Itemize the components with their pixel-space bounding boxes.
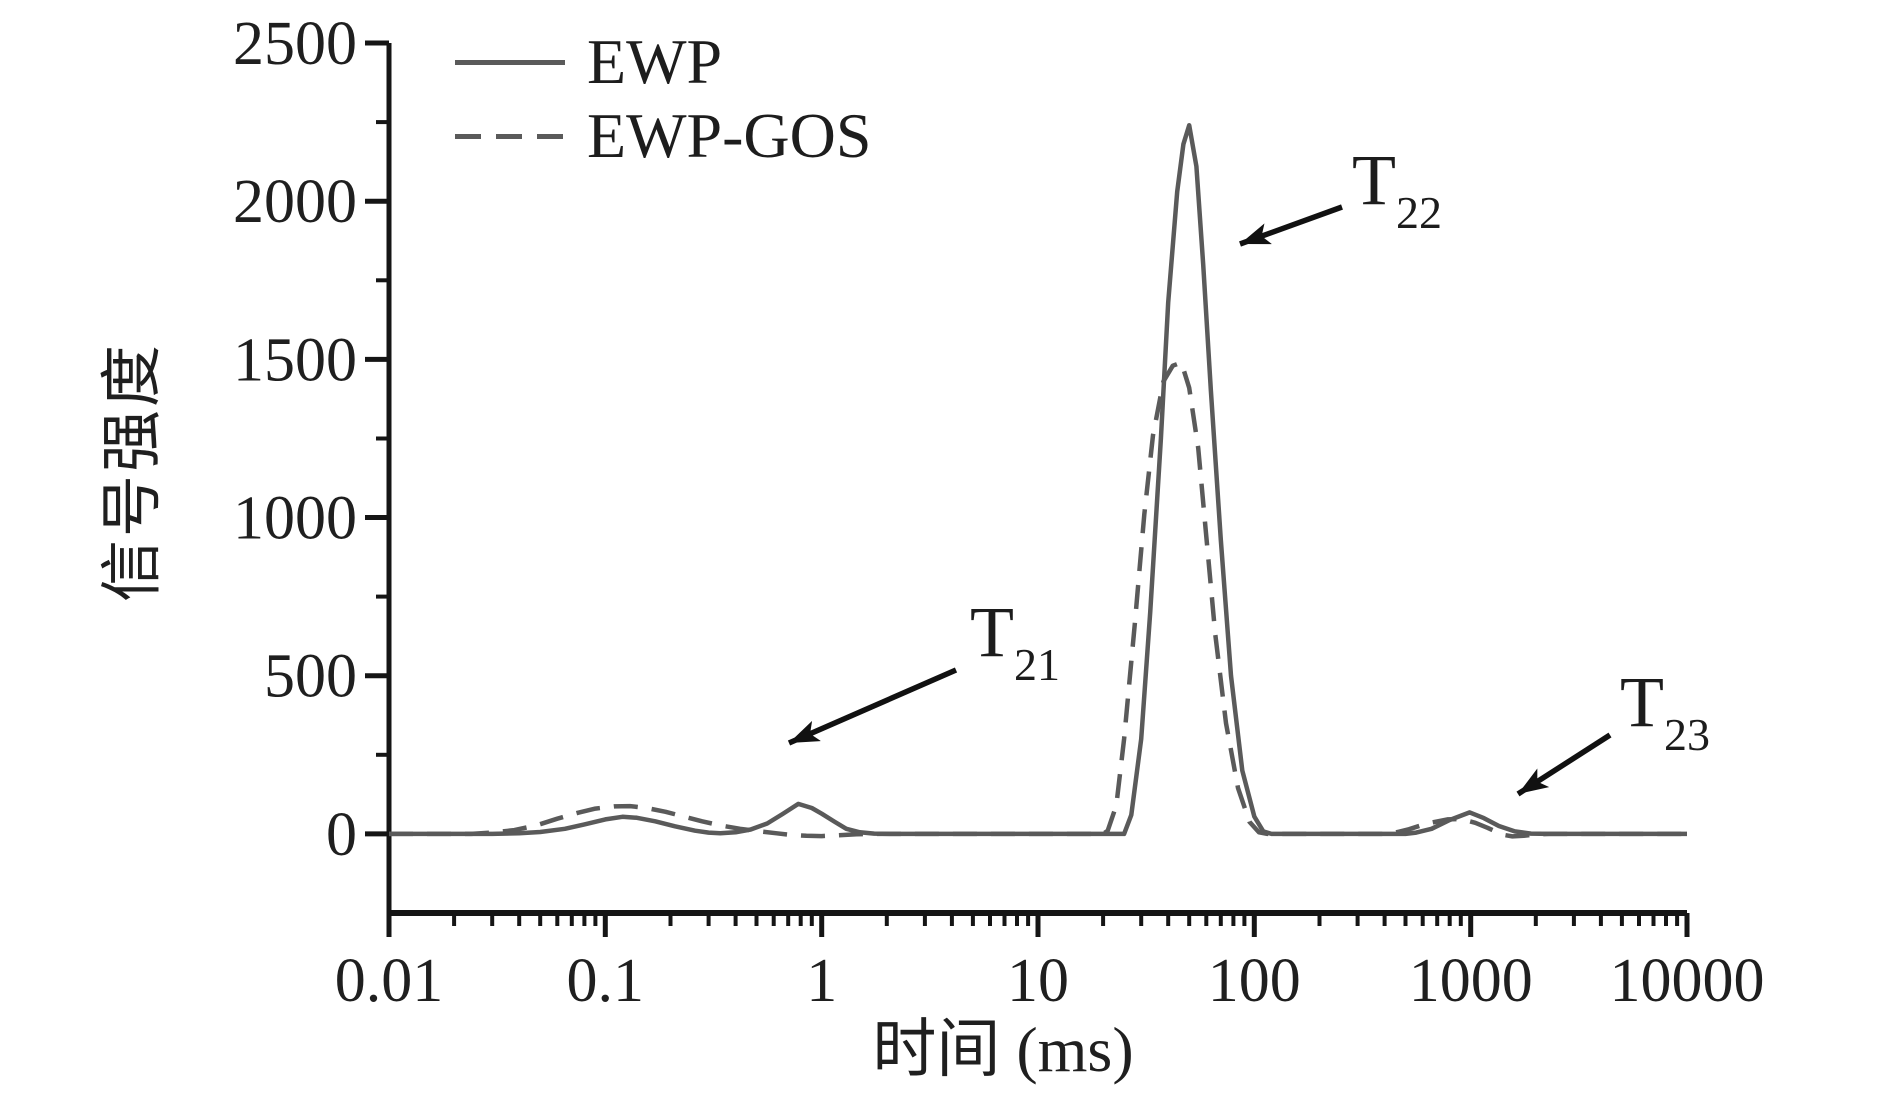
y-tick-label: 1000 — [233, 485, 357, 553]
legend-item-ewp-gos: EWP-GOS — [455, 104, 871, 168]
series-ewp-curve — [389, 123, 1687, 837]
annotation-arrow-22 — [1239, 204, 1343, 247]
annotation-t23-text: T — [1620, 662, 1664, 742]
annotation-t22-text: T — [1352, 140, 1396, 220]
annotation-t22: T22 — [1352, 144, 1442, 236]
annotation-t22-subscript: 22 — [1395, 187, 1442, 238]
legend-label-ewp: EWP — [587, 26, 723, 97]
x-tick-label: 0.01 — [335, 947, 444, 1015]
annotation-t23-subscript: 23 — [1663, 709, 1710, 760]
legend-item-ewp: EWP — [455, 30, 722, 94]
annotation-arrow-21 — [787, 667, 958, 746]
x-tick-label: 0.1 — [567, 947, 645, 1015]
x-tick-label: 10 — [1007, 947, 1069, 1015]
x-tick-label: 10000 — [1610, 947, 1765, 1015]
series-ewp-gos-curve — [389, 360, 1687, 839]
annotation-arrow-23 — [1516, 732, 1612, 797]
annotation-t21-subscript: 21 — [1013, 639, 1060, 690]
legend-label-ewp-gos: EWP-GOS — [587, 100, 872, 171]
x-tick-label: 100 — [1208, 947, 1301, 1015]
annotation-t23: T23 — [1620, 666, 1710, 758]
x-axis-title: 时间 (ms) — [872, 1014, 1134, 1085]
y-tick-label: 1500 — [233, 326, 357, 394]
y-tick-label: 2500 — [233, 10, 357, 78]
legend-solid-line-sample — [455, 59, 565, 65]
x-tick-label: 1 — [806, 947, 837, 1015]
legend-dashed-line-sample — [455, 133, 565, 139]
y-axis-title: 信号强度 — [99, 342, 167, 603]
x-tick-label: 1000 — [1409, 947, 1533, 1015]
y-tick-label: 500 — [264, 643, 357, 711]
annotation-t21: T21 — [970, 596, 1060, 688]
y-tick-label: 2000 — [233, 168, 357, 236]
y-tick-label: 0 — [326, 801, 357, 869]
annotation-t21-text: T — [970, 592, 1014, 672]
